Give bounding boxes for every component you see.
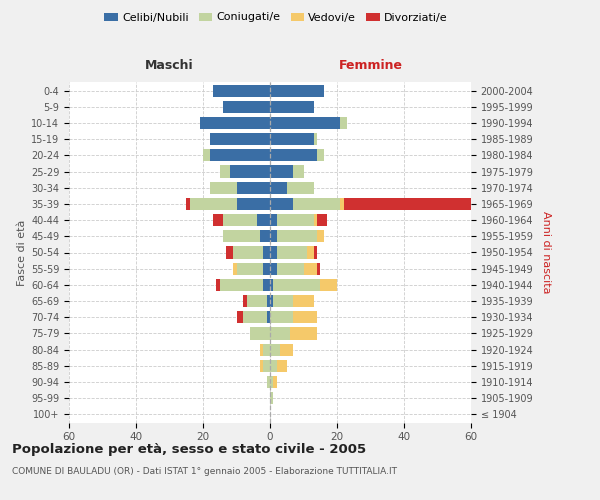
Bar — [293, 311, 317, 324]
Y-axis label: Fasce di età: Fasce di età — [17, 220, 27, 286]
Bar — [266, 311, 270, 324]
Bar — [260, 230, 270, 242]
Bar — [270, 344, 280, 355]
Bar — [314, 246, 317, 258]
Text: Popolazione per età, sesso e stato civile - 2005: Popolazione per età, sesso e stato civil… — [12, 442, 366, 456]
Bar — [270, 182, 287, 194]
Bar — [263, 279, 270, 291]
Bar — [270, 311, 293, 324]
Bar — [270, 246, 277, 258]
Bar — [270, 100, 314, 113]
Bar — [270, 214, 277, 226]
Text: Maschi: Maschi — [145, 60, 194, 72]
Bar — [220, 166, 230, 177]
Text: COMUNE DI BAULADU (OR) - Dati ISTAT 1° gennaio 2005 - Elaborazione TUTTITALIA.IT: COMUNE DI BAULADU (OR) - Dati ISTAT 1° g… — [12, 468, 397, 476]
Bar — [340, 198, 344, 210]
Bar — [270, 328, 290, 340]
Bar — [317, 262, 320, 275]
Bar — [287, 182, 314, 194]
Bar — [263, 246, 270, 258]
Bar — [217, 279, 220, 291]
Bar — [213, 84, 270, 96]
Bar — [277, 230, 317, 242]
Bar — [236, 311, 243, 324]
Bar — [344, 198, 481, 210]
Bar — [314, 133, 317, 145]
Bar — [243, 311, 266, 324]
Bar — [270, 360, 277, 372]
Bar — [270, 279, 274, 291]
Bar — [223, 230, 260, 242]
Bar — [247, 295, 266, 307]
Bar — [304, 262, 317, 275]
Bar — [317, 150, 323, 162]
Bar — [274, 279, 320, 291]
Y-axis label: Anni di nascita: Anni di nascita — [541, 211, 551, 294]
Bar — [277, 214, 314, 226]
Bar — [293, 198, 340, 210]
Bar — [314, 214, 317, 226]
Bar — [236, 182, 270, 194]
Bar — [290, 328, 317, 340]
Bar — [270, 150, 317, 162]
Bar — [210, 150, 270, 162]
Bar — [226, 246, 233, 258]
Bar — [270, 392, 274, 404]
Bar — [270, 84, 323, 96]
Bar — [277, 360, 287, 372]
Bar — [186, 198, 190, 210]
Bar — [270, 166, 293, 177]
Bar — [280, 344, 293, 355]
Bar — [274, 295, 293, 307]
Bar — [263, 344, 270, 355]
Bar — [293, 295, 314, 307]
Bar — [293, 166, 304, 177]
Bar — [266, 295, 270, 307]
Bar — [250, 328, 270, 340]
Bar — [220, 279, 263, 291]
Bar — [213, 214, 223, 226]
Bar — [270, 295, 274, 307]
Bar — [203, 150, 210, 162]
Bar — [223, 100, 270, 113]
Bar — [223, 214, 257, 226]
Legend: Celibi/Nubili, Coniugati/e, Vedovi/e, Divorziati/e: Celibi/Nubili, Coniugati/e, Vedovi/e, Di… — [100, 8, 452, 27]
Bar — [263, 262, 270, 275]
Bar — [277, 246, 307, 258]
Bar — [307, 246, 314, 258]
Bar — [270, 117, 340, 129]
Bar — [317, 230, 323, 242]
Bar — [270, 198, 293, 210]
Bar — [236, 262, 263, 275]
Bar — [257, 214, 270, 226]
Bar — [317, 214, 327, 226]
Bar — [233, 262, 236, 275]
Bar — [200, 117, 270, 129]
Bar — [190, 198, 236, 210]
Bar — [233, 246, 263, 258]
Text: Femmine: Femmine — [338, 60, 403, 72]
Bar — [320, 279, 337, 291]
Bar — [270, 376, 274, 388]
Bar — [210, 133, 270, 145]
Bar — [210, 182, 236, 194]
Bar — [260, 344, 263, 355]
Bar — [270, 133, 314, 145]
Bar — [236, 198, 270, 210]
Bar — [270, 230, 277, 242]
Bar — [340, 117, 347, 129]
Bar — [277, 262, 304, 275]
Bar — [274, 376, 277, 388]
Bar — [270, 262, 277, 275]
Bar — [230, 166, 270, 177]
Bar — [260, 360, 263, 372]
Bar — [266, 376, 270, 388]
Bar — [263, 360, 270, 372]
Bar — [243, 295, 247, 307]
